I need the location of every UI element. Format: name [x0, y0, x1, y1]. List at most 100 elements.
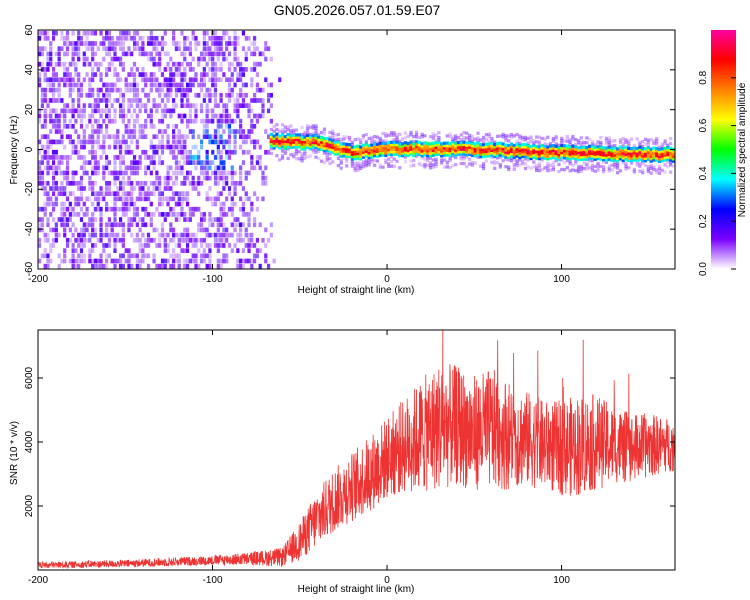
- heatmap-cell: [451, 147, 455, 151]
- heatmap-cell: [96, 258, 100, 264]
- heatmap-cell: [504, 138, 508, 142]
- heatmap-cell: [465, 131, 469, 135]
- heatmap-cell: [183, 41, 187, 46]
- heatmap-cell: [367, 144, 371, 148]
- heatmap-cell: [627, 151, 631, 155]
- heatmap-cell: [233, 103, 237, 108]
- heatmap-cell: [138, 243, 142, 248]
- heatmap-cell: [431, 134, 435, 138]
- heatmap-cell: [325, 155, 329, 160]
- heatmap-cell: [132, 170, 137, 176]
- heatmap-cell: [197, 191, 201, 197]
- heatmap-cell: [99, 144, 103, 150]
- heatmap-cell: [250, 258, 254, 264]
- heatmap-cell: [378, 165, 382, 169]
- heatmap-cell: [562, 156, 567, 160]
- heatmap-cell: [105, 186, 109, 191]
- heatmap-cell: [582, 152, 586, 156]
- heatmap-cell: [174, 139, 179, 145]
- heatmap-cell: [82, 222, 86, 228]
- heatmap-cell: [118, 103, 123, 108]
- heatmap-cell: [202, 51, 206, 57]
- heatmap-cell: [406, 149, 410, 153]
- heatmap-cell: [208, 134, 212, 140]
- heatmap-cell: [219, 243, 223, 248]
- heatmap-cell: [272, 124, 276, 129]
- heatmap-cell: [381, 141, 385, 145]
- heatmap-cell: [320, 159, 324, 163]
- heatmap-cell: [540, 148, 544, 152]
- heatmap-cell: [152, 227, 156, 233]
- heatmap-cell: [74, 129, 78, 134]
- heatmap-cell: [127, 248, 131, 253]
- heatmap-cell: [183, 212, 187, 217]
- heatmap-cell: [127, 149, 131, 155]
- heatmap-cell: [364, 164, 368, 168]
- heatmap-cell: [320, 138, 324, 142]
- heatmap-cell: [641, 159, 645, 163]
- heatmap-cell: [445, 134, 449, 138]
- heatmap-cell: [255, 113, 260, 119]
- heatmap-cell: [518, 136, 522, 141]
- heatmap-cell: [208, 217, 212, 222]
- heatmap-cell: [543, 144, 547, 148]
- heatmap-cell: [540, 158, 544, 162]
- heatmap-cell: [60, 77, 64, 83]
- heatmap-cell: [526, 148, 530, 152]
- heatmap-cell: [473, 147, 477, 151]
- heatmap-cell: [46, 170, 50, 176]
- heatmap-cell: [233, 170, 237, 176]
- heatmap-cell: [144, 77, 148, 83]
- heatmap-cell: [610, 149, 614, 153]
- heatmap-cell: [121, 98, 125, 103]
- heatmap-cell: [529, 152, 533, 156]
- heatmap-cell: [183, 72, 187, 77]
- heatmap-cell: [236, 258, 240, 264]
- heatmap-cell: [409, 140, 413, 144]
- heatmap-cell: [230, 201, 234, 207]
- heatmap-cell: [306, 131, 310, 135]
- heatmap-cell: [63, 232, 67, 238]
- heatmap-cell: [353, 161, 357, 166]
- heatmap-cell: [635, 146, 639, 151]
- heatmap-cell: [177, 196, 181, 202]
- heatmap-cell: [423, 134, 427, 138]
- heatmap-cell: [219, 98, 223, 103]
- heatmap-cell: [68, 61, 72, 67]
- heatmap-cell: [49, 248, 53, 253]
- heatmap-cell: [118, 113, 123, 119]
- heatmap-cell: [465, 143, 469, 147]
- heatmap-cell: [314, 131, 318, 135]
- heatmap-cell: [51, 35, 56, 41]
- heatmap-cell: [180, 118, 184, 124]
- heatmap-cell: [77, 103, 81, 108]
- snr-y-tick-label: 2000: [24, 494, 35, 517]
- heatmap-cell: [241, 263, 246, 269]
- heatmap-cell: [666, 145, 670, 150]
- heatmap-cell: [146, 98, 151, 103]
- heatmap-cell: [63, 248, 67, 253]
- heatmap-cell: [183, 149, 187, 155]
- heatmap-cell: [370, 138, 374, 142]
- heatmap-cell: [160, 144, 165, 150]
- heatmap-cell: [183, 92, 187, 98]
- heatmap-cell: [671, 154, 675, 159]
- heatmap-cell: [322, 151, 327, 155]
- heatmap-cell: [85, 56, 89, 62]
- heatmap-cell: [331, 148, 335, 152]
- heatmap-cell: [155, 243, 159, 248]
- heatmap-cell: [225, 212, 229, 217]
- heatmap-cell: [177, 149, 181, 155]
- heatmap-cell: [459, 138, 463, 142]
- heatmap-cell: [155, 87, 159, 93]
- heatmap-cell: [320, 130, 324, 135]
- heatmap-cell: [590, 149, 595, 153]
- heatmap-cell: [495, 146, 500, 150]
- heatmap-cell: [501, 142, 505, 146]
- heatmap-cell: [135, 30, 139, 36]
- heatmap-cell: [188, 217, 192, 222]
- heatmap-cell: [194, 186, 198, 191]
- heatmap-cell: [646, 143, 650, 147]
- heatmap-cell: [465, 141, 469, 145]
- heatmap-cell: [138, 134, 142, 140]
